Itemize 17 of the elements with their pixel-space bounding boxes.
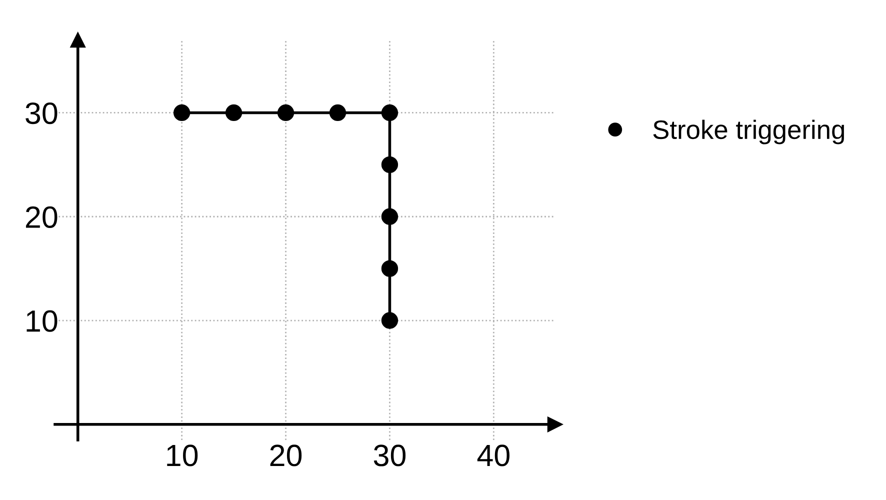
point bbox=[381, 208, 398, 225]
y-tick-label: 30 bbox=[26, 102, 58, 124]
x-tick-label: 10 bbox=[167, 444, 198, 466]
y-tick-label: 10 bbox=[26, 310, 58, 332]
legend-label: Stroke triggering bbox=[653, 120, 844, 144]
point bbox=[381, 104, 398, 122]
point bbox=[225, 104, 242, 122]
point bbox=[381, 156, 398, 174]
point bbox=[277, 104, 294, 122]
point bbox=[381, 312, 398, 329]
x-tick-label: 20 bbox=[270, 444, 302, 466]
x-tick-label: 40 bbox=[477, 444, 510, 466]
point bbox=[381, 260, 398, 277]
point bbox=[173, 104, 190, 122]
x-tick-label: 30 bbox=[374, 444, 406, 466]
y-tick-label: 20 bbox=[26, 206, 58, 228]
point bbox=[329, 104, 346, 122]
